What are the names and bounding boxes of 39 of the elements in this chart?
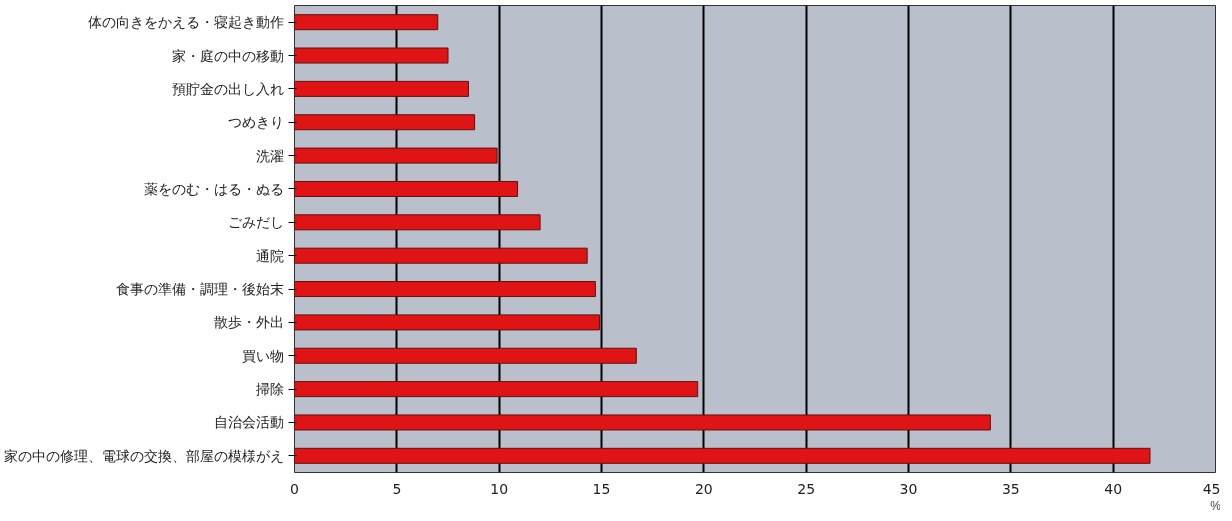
bar	[294, 14, 439, 31]
bar	[294, 214, 541, 231]
x-tick-label: 25	[797, 480, 816, 497]
y-tick-label: 体の向きをかえる・寝起き動作	[87, 14, 284, 31]
y-tick-label: 洗濯	[255, 147, 284, 164]
bar	[294, 180, 519, 197]
y-tick-label: 家・庭の中の移動	[171, 47, 284, 64]
y-tick-label: 家の中の修理、電球の交換、部屋の模様がえ	[3, 447, 284, 464]
bar	[294, 147, 498, 164]
y-tick-label: 通院	[255, 247, 284, 264]
x-tick-label: 30	[899, 480, 918, 497]
bar	[294, 281, 596, 298]
x-tick-label: 15	[592, 480, 611, 497]
bar	[294, 114, 476, 131]
y-tick-label: つめきり	[227, 114, 284, 131]
x-tick-label: 0	[290, 480, 299, 497]
y-tick-label: 買い物	[241, 347, 284, 364]
x-tick-label: 40	[1104, 480, 1123, 497]
x-tick-label: 45	[1202, 480, 1221, 497]
bar	[294, 80, 469, 97]
y-tick-label: 薬をのむ・はる・ぬる	[143, 180, 284, 197]
x-tick-label: 10	[490, 480, 509, 497]
y-tick-label: 食事の準備・調理・後始末	[115, 281, 284, 298]
x-tick-label: 20	[694, 480, 713, 497]
x-axis-title: %	[1210, 498, 1222, 513]
bar	[294, 447, 1151, 464]
bar	[294, 347, 637, 364]
x-tick-label: 35	[1001, 480, 1020, 497]
bar	[294, 47, 449, 64]
x-tick-label: 5	[392, 480, 402, 497]
y-tick-label: 自治会活動	[213, 414, 284, 431]
bar	[294, 381, 699, 398]
bar	[294, 414, 991, 431]
y-tick-label: ごみだし	[227, 214, 284, 231]
bar	[294, 247, 588, 264]
bar	[294, 314, 600, 331]
y-tick-label: 掃除	[255, 381, 284, 398]
y-tick-label: 散歩・外出	[213, 314, 284, 331]
y-tick-label: 預貯金の出し入れ	[171, 80, 284, 97]
